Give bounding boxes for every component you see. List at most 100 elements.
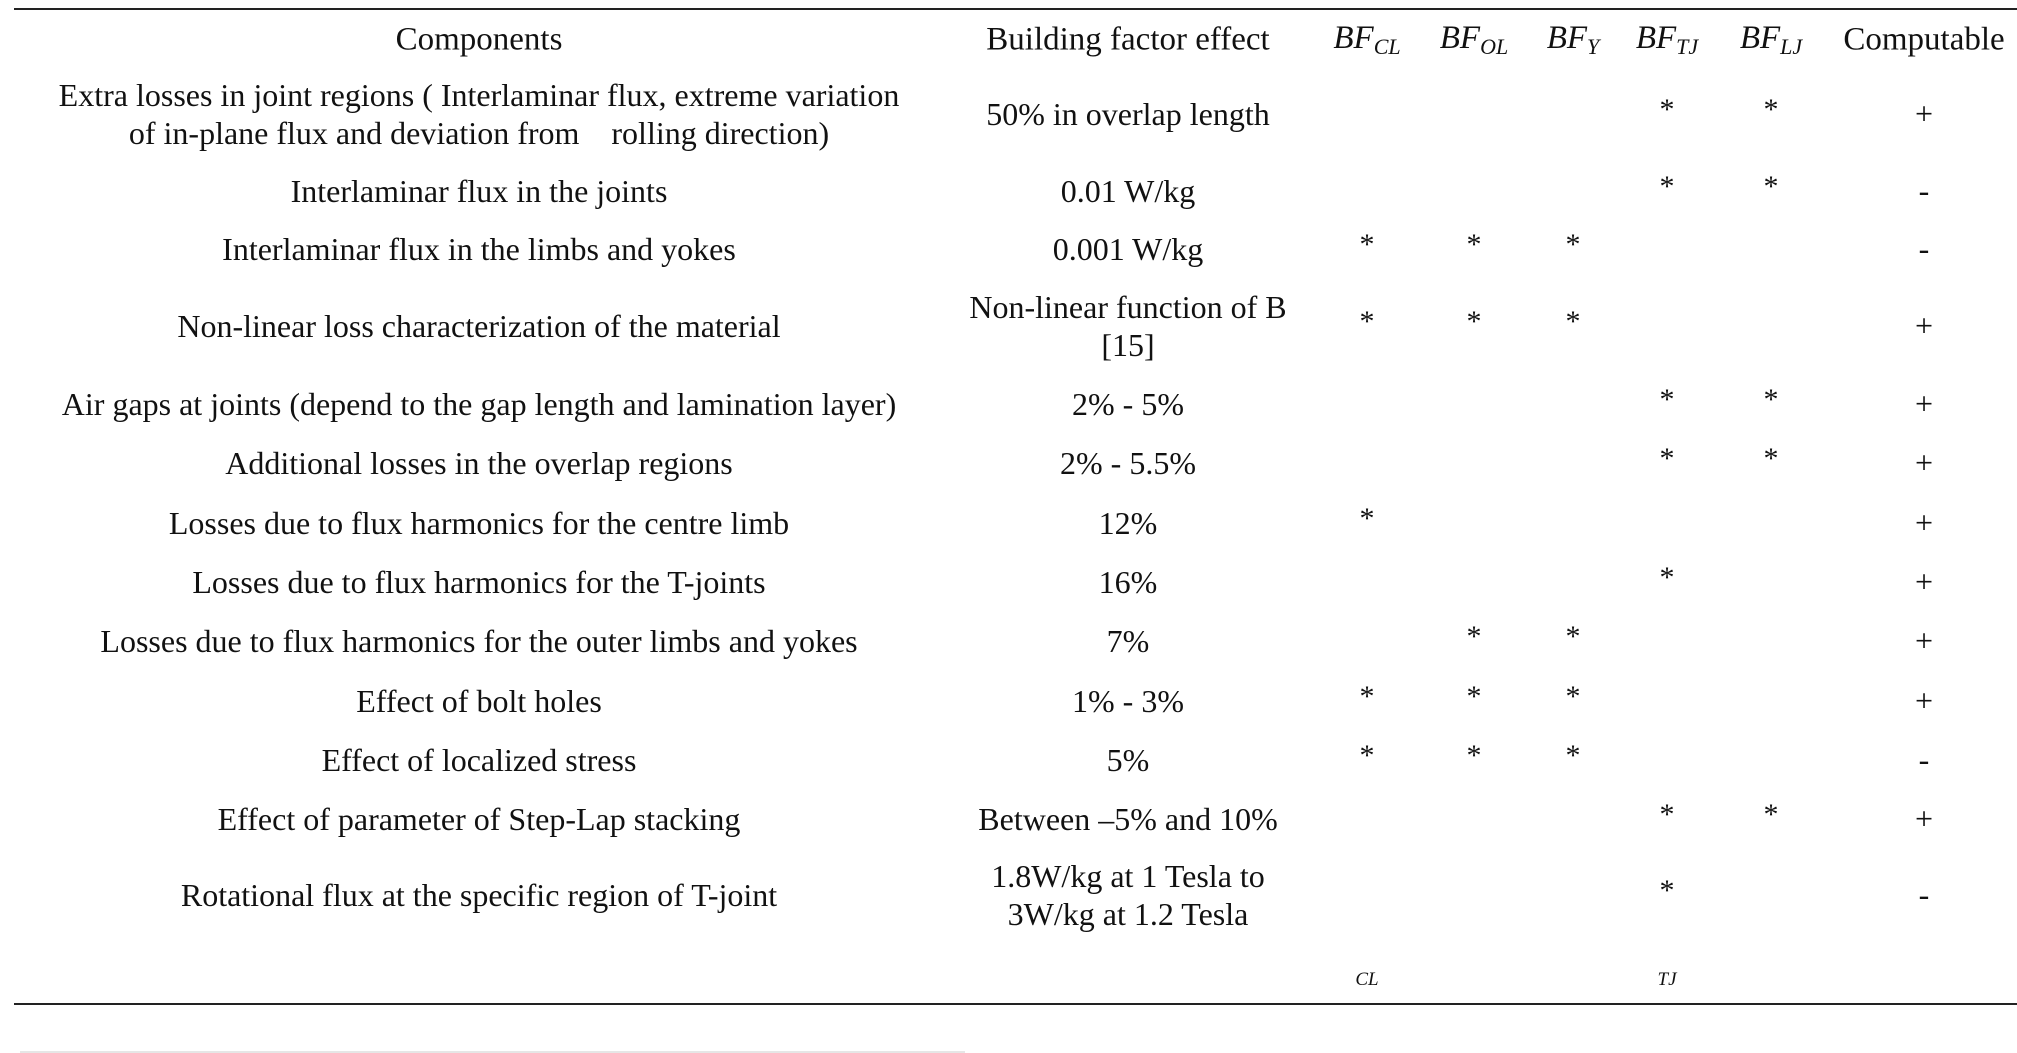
effect-cell-line: 2% - 5% bbox=[1072, 386, 1184, 422]
computable-cell: + bbox=[1914, 307, 1934, 344]
bf-cl-mark: * bbox=[1359, 305, 1375, 338]
bf-y-mark: * bbox=[1565, 739, 1581, 772]
effect-cell-line: 50% in overlap length bbox=[986, 96, 1270, 132]
header-bf-ol: BFOL bbox=[1439, 20, 1509, 59]
bf-cl-mark: * bbox=[1359, 502, 1375, 535]
header-computable: Computable bbox=[1843, 21, 2005, 58]
computable-cell: - bbox=[1918, 172, 1930, 209]
component-cell-line: Interlaminar flux in the joints bbox=[290, 173, 668, 209]
component-cell-line: Effect of bolt holes bbox=[356, 683, 602, 719]
bf-ol-mark: * bbox=[1466, 739, 1482, 772]
bf-ol-mark: * bbox=[1466, 620, 1482, 653]
effect-cell: 2% - 5.5% bbox=[1060, 444, 1196, 482]
effect-cell: 1.8W/kg at 1 Tesla to 3W/kg at 1.2 Tesla bbox=[991, 857, 1265, 933]
computable-cell: - bbox=[1918, 741, 1930, 778]
bf-ol-mark: * bbox=[1466, 228, 1482, 261]
effect-cell-line: 1% - 3% bbox=[1072, 683, 1184, 719]
page-divider bbox=[20, 1051, 965, 1053]
component-cell: Losses due to flux harmonics for the out… bbox=[100, 622, 857, 660]
component-cell: Effect of localized stress bbox=[322, 741, 637, 779]
bf-y-mark: * bbox=[1565, 680, 1581, 713]
bf-tj-mark: * bbox=[1659, 798, 1675, 831]
bf-y-mark: * bbox=[1565, 620, 1581, 653]
component-cell-line: Effect of localized stress bbox=[321, 742, 637, 778]
table-bottom-rule bbox=[14, 1003, 2017, 1005]
computable-cell: - bbox=[1918, 230, 1930, 267]
computable-cell: + bbox=[1914, 622, 1934, 659]
bf-cl-mark: * bbox=[1359, 228, 1375, 261]
effect-cell: 1% - 3% bbox=[1072, 682, 1184, 720]
computable-cell: + bbox=[1914, 444, 1934, 481]
component-cell: Interlaminar flux in the limbs and yokes bbox=[222, 230, 736, 268]
component-cell-line: Losses due to flux harmonics for the T-j… bbox=[192, 564, 766, 600]
effect-cell: 12% bbox=[1099, 504, 1158, 542]
effect-cell-line: [15] bbox=[1101, 327, 1155, 363]
component-cell-line: Rotational flux at the specific region o… bbox=[180, 877, 778, 913]
effect-cell: 16% bbox=[1099, 563, 1158, 601]
component-cell: Extra losses in joint regions ( Interlam… bbox=[59, 76, 900, 152]
bf-cl-mark: * bbox=[1359, 739, 1375, 772]
component-cell: Losses due to flux harmonics for the T-j… bbox=[192, 563, 765, 601]
bf-cl-mark: * bbox=[1359, 680, 1375, 713]
component-cell: Effect of parameter of Step-Lap stacking bbox=[218, 800, 741, 838]
bf-ol-mark: * bbox=[1466, 680, 1482, 713]
bf-lj-mark: * bbox=[1763, 170, 1779, 203]
component-cell-line: Losses due to flux harmonics for the out… bbox=[100, 623, 858, 659]
bf-tj-mark: * bbox=[1659, 383, 1675, 416]
component-cell-line: Extra losses in joint regions ( Interlam… bbox=[58, 77, 900, 113]
header-bf-tj: BFTJ bbox=[1635, 20, 1699, 59]
component-cell-line: Losses due to flux harmonics for the cen… bbox=[168, 505, 790, 541]
effect-cell: 5% bbox=[1107, 741, 1150, 779]
bf-tj-mark: * bbox=[1659, 874, 1675, 907]
component-cell-line: Non-linear loss characterization of the … bbox=[177, 308, 781, 344]
effect-cell-line: Between –5% and 10% bbox=[978, 801, 1278, 837]
component-cell: Effect of bolt holes bbox=[356, 682, 602, 720]
effect-cell-line: 12% bbox=[1098, 505, 1158, 541]
effect-cell: 50% in overlap length bbox=[986, 95, 1269, 133]
component-cell-line: Additional losses in the overlap regions bbox=[225, 445, 733, 481]
effect-cell: 2% - 5% bbox=[1072, 385, 1184, 423]
bf-y-mark: * bbox=[1565, 228, 1581, 261]
effect-cell-line: 0.01 W/kg bbox=[1060, 173, 1196, 209]
component-cell-line: of in-plane flux and deviation from roll… bbox=[128, 115, 830, 151]
component-cell: Additional losses in the overlap regions bbox=[225, 444, 732, 482]
component-cell: Rotational flux at the specific region o… bbox=[181, 876, 777, 914]
footer-cl-label: CL bbox=[1355, 969, 1379, 990]
effect-cell: 7% bbox=[1107, 622, 1150, 660]
footer-tj-label: TJ bbox=[1657, 969, 1677, 990]
bf-lj-mark: * bbox=[1763, 93, 1779, 126]
computable-cell: + bbox=[1914, 800, 1934, 837]
effect-cell-line: 0.001 W/kg bbox=[1052, 231, 1204, 267]
effect-cell: Between –5% and 10% bbox=[978, 800, 1277, 838]
bf-tj-mark: * bbox=[1659, 442, 1675, 475]
component-cell-line: Effect of parameter of Step-Lap stacking bbox=[217, 801, 741, 837]
component-cell: Losses due to flux harmonics for the cen… bbox=[169, 504, 789, 542]
effect-cell-line: 2% - 5.5% bbox=[1060, 445, 1196, 481]
computable-cell: + bbox=[1914, 385, 1934, 422]
component-cell-line: Interlaminar flux in the limbs and yokes bbox=[222, 231, 736, 267]
bf-tj-mark: * bbox=[1659, 561, 1675, 594]
bf-tj-mark: * bbox=[1659, 93, 1675, 126]
header-bf-y: BFY bbox=[1546, 20, 1600, 59]
effect-cell-line: 1.8W/kg at 1 Tesla to bbox=[991, 858, 1265, 894]
bf-y-mark: * bbox=[1565, 305, 1581, 338]
effect-cell-line: 16% bbox=[1098, 564, 1158, 600]
effect-cell-line: 3W/kg at 1.2 Tesla bbox=[1007, 896, 1249, 932]
effect-cell: 0.001 W/kg bbox=[1053, 230, 1204, 268]
component-cell-line: Air gaps at joints (depend to the gap le… bbox=[61, 386, 897, 422]
header-bf-lj: BFLJ bbox=[1739, 20, 1803, 59]
header-components: Components bbox=[395, 21, 563, 58]
effect-cell-line: Non-linear function of B bbox=[969, 289, 1287, 325]
bf-lj-mark: * bbox=[1763, 798, 1779, 831]
computable-cell: + bbox=[1914, 563, 1934, 600]
effect-cell-line: 5% bbox=[1106, 742, 1150, 778]
computable-cell: + bbox=[1914, 504, 1934, 541]
bf-ol-mark: * bbox=[1466, 305, 1482, 338]
component-cell: Air gaps at joints (depend to the gap le… bbox=[62, 385, 896, 423]
computable-cell: - bbox=[1918, 876, 1930, 913]
effect-cell: Non-linear function of B [15] bbox=[969, 288, 1286, 364]
table-top-rule bbox=[14, 8, 2017, 10]
computable-cell: + bbox=[1914, 682, 1934, 719]
component-cell: Non-linear loss characterization of the … bbox=[177, 307, 780, 345]
bf-lj-mark: * bbox=[1763, 383, 1779, 416]
